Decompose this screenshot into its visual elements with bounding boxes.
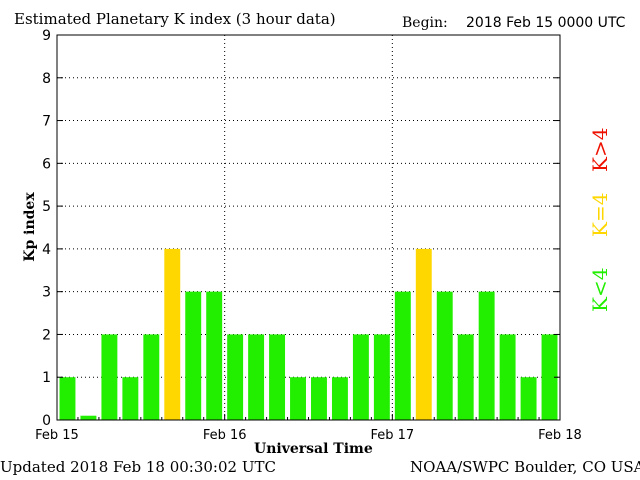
ticks-layer: 0 1 2 3 4 5 6 7 8 9 Feb 15 Feb 16 Feb 17 Feb 18 xyxy=(35,28,582,443)
y-tick-label: 3 xyxy=(42,285,51,301)
kp-bar xyxy=(227,334,244,420)
kp-bar xyxy=(331,377,348,420)
y-tick-label: 2 xyxy=(42,327,51,343)
begin-label: Begin: xyxy=(402,15,448,31)
kp-bar xyxy=(101,334,118,420)
updated-label: Updated 2018 Feb 18 00:30:02 UTC xyxy=(0,458,276,476)
kp-bar xyxy=(143,334,160,420)
kp-bar xyxy=(373,334,390,420)
kp-bar xyxy=(248,334,265,420)
y-tick-label: 7 xyxy=(42,114,51,130)
kp-bar xyxy=(290,377,306,420)
x-axis-label: Universal Time xyxy=(254,441,373,457)
kp-bar xyxy=(206,291,223,420)
y-tick-label: 4 xyxy=(42,242,51,258)
kp-bar xyxy=(164,248,181,420)
kp-bar xyxy=(394,291,411,420)
kp-bar xyxy=(415,248,432,420)
y-tick-label: 1 xyxy=(42,370,51,386)
kp-bar xyxy=(59,377,76,420)
kp-bar xyxy=(352,334,369,420)
x-tick-label: Feb 15 xyxy=(35,428,79,443)
kp-bar xyxy=(80,415,97,420)
x-tick-label: Feb 18 xyxy=(538,428,582,443)
source-label: NOAA/SWPC Boulder, CO USA xyxy=(410,458,640,476)
kp-bar xyxy=(499,334,516,420)
x-tick-label: Feb 16 xyxy=(203,428,247,443)
y-tick-label: 6 xyxy=(42,156,51,172)
begin-value: 2018 Feb 15 0000 UTC xyxy=(466,15,626,31)
y-tick-label: 0 xyxy=(42,413,51,429)
chart-title: Estimated Planetary K index (3 hour data… xyxy=(14,10,336,28)
kp-bar xyxy=(520,377,537,420)
kp-bar xyxy=(541,334,558,420)
y-tick-label: 8 xyxy=(42,71,51,87)
y-tick-label: 5 xyxy=(42,199,51,215)
bars-layer xyxy=(59,248,558,420)
kp-bar xyxy=(311,377,327,420)
kp-bar xyxy=(478,291,495,420)
kp-bar xyxy=(436,291,453,420)
x-tick-label: Feb 17 xyxy=(370,428,414,443)
grid-layer xyxy=(57,34,560,420)
kp-bar xyxy=(185,291,202,420)
kp-bar xyxy=(457,334,474,420)
kp-bar xyxy=(269,334,286,420)
y-tick-label: 9 xyxy=(42,28,51,44)
kp-bar xyxy=(122,377,139,420)
